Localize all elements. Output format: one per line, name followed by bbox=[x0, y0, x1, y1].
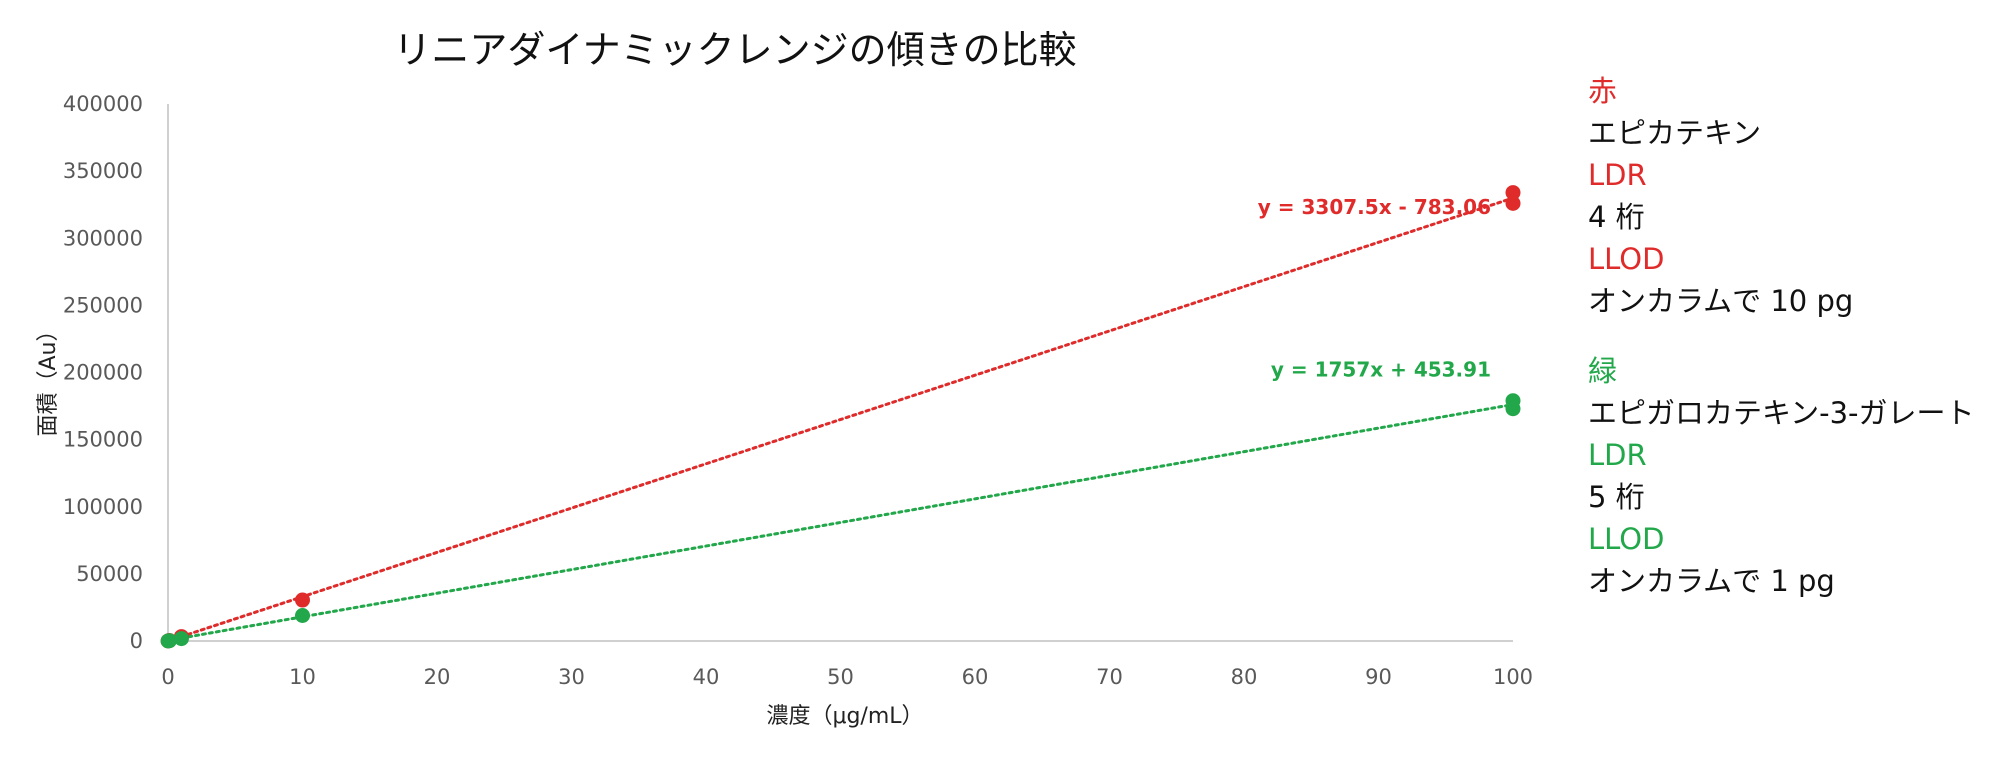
legend-red-ldr-value: 4 桁 bbox=[1588, 200, 1645, 234]
data-point-red bbox=[1505, 195, 1521, 211]
data-point-red bbox=[1505, 185, 1521, 201]
legend-green-key: 緑 bbox=[1588, 354, 1618, 388]
legend-green-llod-label: LLOD bbox=[1588, 522, 1665, 556]
x-tick-label: 40 bbox=[693, 665, 720, 689]
legend-spacer bbox=[1588, 322, 1988, 350]
trendlines bbox=[166, 196, 1515, 643]
legend-red-llod-value: オンカラムで 10 pg bbox=[1588, 284, 1854, 318]
chart-title: リニアダイナミックレンジの傾きの比較 bbox=[393, 28, 1076, 72]
trendline-green bbox=[166, 403, 1515, 642]
y-tick-label: 0 bbox=[130, 629, 143, 653]
y-tick-label: 200000 bbox=[63, 361, 143, 385]
data-point-red bbox=[295, 592, 310, 608]
x-tick-label: 90 bbox=[1365, 665, 1392, 689]
y-tick-label: 50000 bbox=[76, 562, 143, 586]
y-tick-label: 250000 bbox=[63, 293, 143, 317]
x-tick-label: 50 bbox=[827, 665, 854, 689]
trendline-red bbox=[166, 196, 1515, 643]
legend-green-ldr-label: LDR bbox=[1588, 438, 1647, 472]
x-axis-label: 濃度（μg/mL） bbox=[766, 704, 923, 729]
x-tick-label: 30 bbox=[558, 665, 585, 689]
legend-red-key: 赤 bbox=[1588, 74, 1618, 108]
x-tick-label: 20 bbox=[424, 665, 451, 689]
trendline-equation-green: y = 1757x + 453.91 bbox=[1271, 358, 1491, 382]
legend-green-compound: エピガロカテキン-3-ガレート bbox=[1588, 396, 1975, 430]
legend-green-llod-value: オンカラムで 1 pg bbox=[1588, 564, 1835, 598]
x-tick-label: 60 bbox=[962, 665, 989, 689]
legend-red-compound: エピカテキン bbox=[1588, 116, 1762, 150]
x-tick-label: 100 bbox=[1493, 665, 1533, 689]
y-tick-label: 350000 bbox=[63, 159, 143, 183]
legend-panel: 赤 エピカテキン LDR 4 桁 LLOD オンカラムで 10 pg 緑 エピガ… bbox=[1588, 70, 1988, 602]
trendline-equation-red: y = 3307.5x - 783.06 bbox=[1258, 195, 1491, 219]
y-tick-label: 400000 bbox=[63, 92, 143, 116]
legend-green-ldr-value: 5 桁 bbox=[1588, 480, 1645, 514]
data-point-green bbox=[1505, 393, 1521, 409]
legend-red-llod-label: LLOD bbox=[1588, 242, 1665, 276]
x-tick-label: 0 bbox=[161, 665, 174, 689]
data-points bbox=[160, 185, 1521, 649]
y-tick-label: 100000 bbox=[63, 495, 143, 519]
x-tick-label: 80 bbox=[1231, 665, 1258, 689]
equation-labels: y = 3307.5x - 783.06 y = 1757x + 453.91 bbox=[1258, 195, 1491, 381]
y-axis-label: 面積（Au） bbox=[36, 320, 61, 437]
axes: 0 50000 100000 150000 200000 250000 300000 3500… bbox=[63, 92, 1533, 689]
data-point-green bbox=[295, 607, 310, 623]
legend-red-ldr-label: LDR bbox=[1588, 158, 1647, 192]
chart: リニアダイナミックレンジの傾きの比較 050000100000150000200… bbox=[36, 28, 1533, 729]
data-point-green bbox=[161, 633, 177, 649]
y-tick-label: 150000 bbox=[63, 428, 143, 452]
y-tick-label: 300000 bbox=[63, 226, 143, 250]
data-point-green bbox=[173, 631, 189, 647]
x-tick-label: 70 bbox=[1096, 665, 1123, 689]
x-tick-label: 10 bbox=[289, 665, 316, 689]
